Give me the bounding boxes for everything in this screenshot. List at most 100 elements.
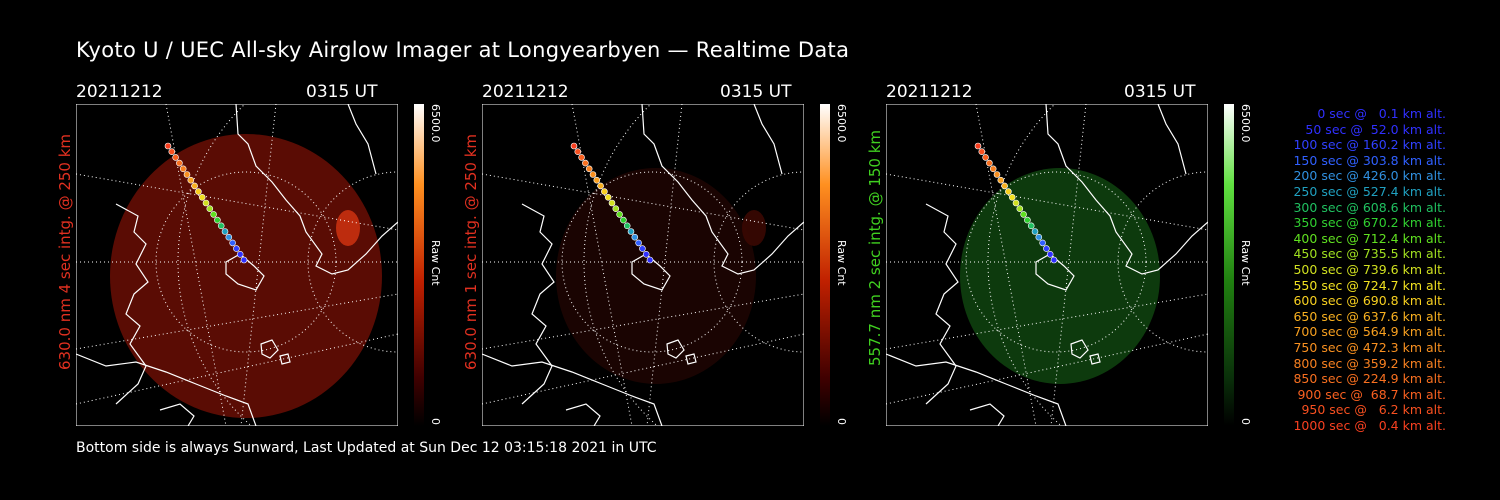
trajectory-point [974,142,982,150]
trajectory-point [989,165,997,173]
trajectory-point [986,159,993,167]
panel-2-colorbar [820,104,830,426]
trajectory-point [642,251,650,258]
trajectory-point [635,239,642,247]
legend-row: 900 sec @ 68.7 km alt. [1297,386,1446,402]
trajectory-point [1046,251,1054,258]
trajectory-point [187,176,195,184]
panel-2-ylabel: 630.0 nm 1 sec intg. @ 250 km [462,133,480,370]
trajectory-point [1016,205,1024,212]
trajectory-point [604,194,612,201]
panel-3-ylabel: 557.7 nm 2 sec intg. @ 150 km [866,129,884,366]
panel-3-colorbar [1224,104,1234,426]
panel-2-date: 20211212 [482,82,569,102]
panel-2-image [482,104,804,426]
trajectory-point [1008,194,1016,201]
trajectory-point [1020,211,1027,218]
panel-1-ylabel: 630.0 nm 4 sec intg. @ 250 km [56,133,74,370]
trajectory-point [620,216,627,224]
panel-2-time: 0315 UT [720,82,792,102]
panel-1-cbar-label: Raw Cnt [429,240,442,286]
trajectory-point [585,165,593,173]
trajectory-point [1027,222,1035,230]
legend-row: 100 sec @ 160.2 km alt. [1293,137,1446,153]
trajectory-point [639,245,646,252]
trajectory-point [225,233,233,241]
legend-row: 300 sec @ 608.6 km alt. [1293,199,1446,215]
panel-1-cbar-min: 0 [429,418,442,425]
legend-row: 500 sec @ 739.6 km alt. [1293,261,1446,277]
trajectory-point [1035,233,1043,241]
panel-2-cbar-label: Raw Cnt [835,240,848,286]
panel-1-image [76,104,398,426]
trajectory-point [582,159,589,167]
trajectory-point [1024,216,1031,224]
panel-1-colorbar [414,104,424,426]
trajectory-point [589,171,597,178]
legend-row: 950 sec @ 6.2 km alt. [1301,402,1446,418]
legend-row: 1000 sec @ 0.4 km alt. [1293,417,1446,433]
trajectory-point [164,142,172,150]
trajectory-point [176,159,183,167]
trajectory-point [195,188,202,195]
trajectory-point [623,222,631,230]
legend-row: 550 sec @ 724.7 km alt. [1293,277,1446,293]
trajectory-point [993,171,1001,178]
panel-3-time: 0315 UT [1124,82,1196,102]
trajectory-point [202,199,210,207]
legend-row: 400 sec @ 712.4 km alt. [1293,230,1446,246]
legend-row: 200 sec @ 426.0 km alt. [1293,168,1446,184]
trajectory-point [978,148,986,156]
legend-row: 850 sec @ 224.9 km alt. [1293,371,1446,387]
trajectory-point [578,154,585,161]
legend-row: 250 sec @ 527.4 km alt. [1293,183,1446,199]
trajectory-point [570,142,578,150]
trajectory-point [631,233,639,241]
allsky-map-2 [482,104,804,426]
trajectory-point [179,165,187,173]
panel-1-date: 20211212 [76,82,163,102]
legend-row: 600 sec @ 690.8 km alt. [1293,293,1446,309]
legend-row: 450 sec @ 735.5 km alt. [1293,246,1446,262]
trajectory-point [982,154,989,161]
panel-3-image [886,104,1208,426]
legend-row: 150 sec @ 303.8 km alt. [1293,152,1446,168]
trajectory-point [1012,199,1020,207]
trajectory-point [1039,239,1046,247]
trajectory-point [236,251,244,258]
trajectory-point [1005,188,1012,195]
trajectory-point [191,182,198,190]
page-title: Kyoto U / UEC All-sky Airglow Imager at … [76,38,850,62]
trajectory-point [1001,182,1008,190]
trajectory-point [198,194,206,201]
panel-3-date: 20211212 [886,82,973,102]
panel-2-cbar-max: 6500.0 [835,104,848,143]
trajectory-point [233,245,240,252]
allsky-map-3 [886,104,1208,426]
trajectory-point [217,222,225,230]
trajectory-point [997,176,1005,184]
legend-row: 800 sec @ 359.2 km alt. [1293,355,1446,371]
trajectory-point [616,211,623,218]
trajectory-point [574,148,582,156]
trajectory-point [172,154,179,161]
trajectory-point [183,171,191,178]
legend-row: 700 sec @ 564.9 km alt. [1293,324,1446,340]
legend-row: 350 sec @ 670.2 km alt. [1293,215,1446,231]
trajectory-point [593,176,601,184]
panel-1-time: 0315 UT [306,82,378,102]
trajectory-point [627,228,635,235]
trajectory-point [1050,256,1058,264]
footer-note: Bottom side is always Sunward, Last Upda… [76,440,657,456]
trajectory-point [646,256,654,264]
legend-row: 50 sec @ 52.0 km alt. [1305,121,1446,137]
trajectory-point [1031,228,1039,235]
legend-row: 750 sec @ 472.3 km alt. [1293,339,1446,355]
trajectory-point [206,205,214,212]
trajectory-point [601,188,608,195]
trajectory-point [221,228,229,235]
trajectory-point [608,199,616,207]
trajectory-point [210,211,217,218]
legend-row: 0 sec @ 0.1 km alt. [1317,106,1446,121]
trajectory-point [168,148,176,156]
